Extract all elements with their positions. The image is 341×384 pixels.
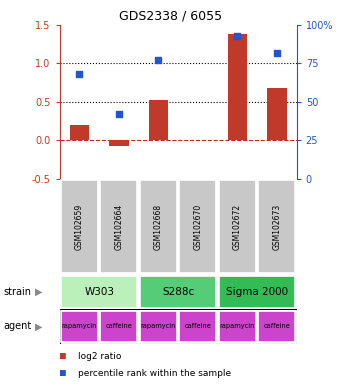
Bar <box>100 180 137 273</box>
Text: log2 ratio: log2 ratio <box>78 352 122 361</box>
Text: GDS2338 / 6055: GDS2338 / 6055 <box>119 10 222 23</box>
Text: ■: ■ <box>60 368 65 378</box>
Point <box>116 111 122 117</box>
Bar <box>267 88 287 140</box>
Bar <box>258 180 296 273</box>
Text: W303: W303 <box>84 287 114 297</box>
Text: rapamycin: rapamycin <box>62 323 97 329</box>
Text: GSM102670: GSM102670 <box>193 204 203 250</box>
Text: caffeine: caffeine <box>184 323 211 329</box>
Text: percentile rank within the sample: percentile rank within the sample <box>78 369 232 378</box>
Bar <box>179 180 217 273</box>
Bar <box>149 100 168 140</box>
Bar <box>140 276 217 308</box>
Text: ▶: ▶ <box>35 321 43 331</box>
Text: Sigma 2000: Sigma 2000 <box>226 287 288 297</box>
Bar <box>70 125 89 140</box>
Bar <box>219 276 296 308</box>
Bar <box>61 276 137 308</box>
Text: GSM102668: GSM102668 <box>154 204 163 250</box>
Bar <box>140 311 177 342</box>
Text: caffeine: caffeine <box>105 323 132 329</box>
Bar <box>140 180 177 273</box>
Point <box>274 50 280 56</box>
Bar <box>179 311 217 342</box>
Text: caffeine: caffeine <box>264 323 290 329</box>
Bar <box>109 140 129 146</box>
Text: ■: ■ <box>60 351 65 361</box>
Text: GSM102672: GSM102672 <box>233 204 242 250</box>
Point <box>156 57 161 63</box>
Text: rapamycin: rapamycin <box>220 323 255 329</box>
Text: S288c: S288c <box>162 287 194 297</box>
Bar <box>258 311 296 342</box>
Bar <box>100 311 137 342</box>
Text: GSM102659: GSM102659 <box>75 204 84 250</box>
Text: strain: strain <box>3 287 31 297</box>
Text: rapamycin: rapamycin <box>141 323 176 329</box>
Bar <box>219 180 256 273</box>
Point <box>77 71 82 77</box>
Bar <box>61 180 98 273</box>
Text: agent: agent <box>3 321 32 331</box>
Bar <box>61 311 98 342</box>
Text: GSM102664: GSM102664 <box>115 204 123 250</box>
Text: ▶: ▶ <box>35 287 43 297</box>
Bar <box>227 34 247 140</box>
Text: GSM102673: GSM102673 <box>272 204 281 250</box>
Point <box>235 33 240 39</box>
Bar <box>219 311 256 342</box>
